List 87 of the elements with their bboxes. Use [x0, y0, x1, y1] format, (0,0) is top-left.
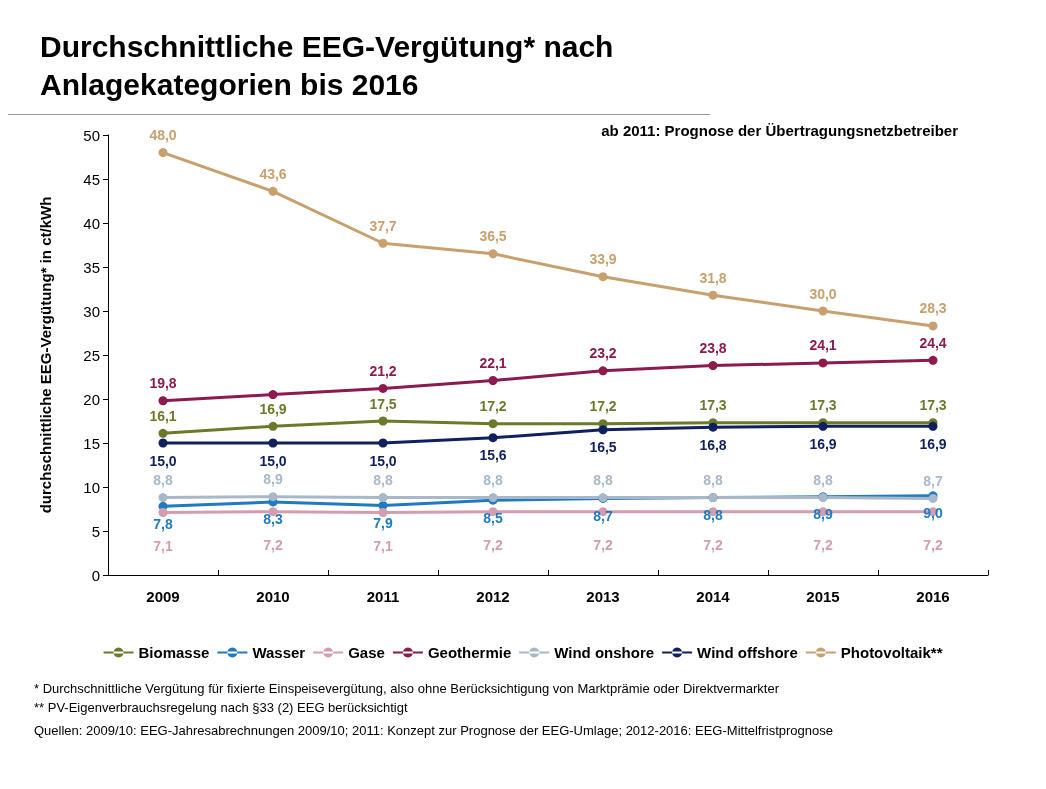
data-label: 16,9	[259, 400, 287, 417]
data-label: 17,3	[809, 397, 837, 414]
y-tick-label: 0	[91, 566, 100, 584]
data-label: 37,7	[369, 217, 397, 234]
chart-title: Durchschnittliche EEG-Vergütung* nach Anlagekategorien bis 2016	[8, 8, 710, 115]
data-label: 8,9	[263, 471, 283, 488]
data-label: 8,8	[703, 472, 723, 489]
data-label: 23,8	[699, 340, 727, 357]
data-label: 17,2	[589, 398, 617, 415]
data-label: 7,9	[373, 514, 393, 531]
data-label: 8,3	[263, 511, 283, 528]
data-label: 8,7	[923, 472, 943, 489]
data-label: 8,8	[373, 472, 393, 489]
data-label: 8,7	[593, 507, 613, 524]
data-label: 7,1	[153, 538, 173, 555]
data-label: 16,9	[809, 435, 837, 452]
data-label: 17,2	[479, 398, 507, 415]
legend-label: Wind offshore	[697, 644, 798, 661]
x-tick-label: 2016	[916, 588, 950, 605]
y-tick-label: 25	[83, 346, 100, 364]
data-label: 9,0	[923, 505, 943, 522]
text: * Durchschnittliche Vergütung für fixierte Einspeisevergütung, also ohne Berücksichtigung von Marktprämie oder Direktvermarkter	[34, 680, 780, 698]
text: ** PV-Eigenverbrauchsregelung nach §33 (2) EEG berücksichtigt	[34, 699, 409, 717]
data-label: 16,1	[149, 407, 177, 424]
data-label: 15,0	[259, 452, 287, 469]
y-tick-label: 45	[83, 170, 100, 188]
y-tick-label: 5	[91, 522, 100, 540]
data-label: 15,6	[479, 447, 507, 464]
data-label: 7,2	[263, 537, 283, 554]
data-label: 15,0	[369, 452, 397, 469]
data-label: 8,5	[483, 509, 503, 526]
y-tick-label: 20	[83, 390, 100, 408]
legend-label: Biomasse	[138, 644, 210, 661]
legend-label: Wind onshore	[554, 644, 655, 661]
data-label: 22,1	[479, 355, 507, 372]
data-label: 16,8	[699, 436, 727, 453]
data-label: 24,1	[809, 337, 837, 354]
y-tick-label: 50	[83, 126, 100, 144]
y-tick-label: 30	[83, 302, 100, 320]
data-label: 33,9	[589, 251, 617, 268]
data-label: 16,9	[919, 435, 947, 452]
x-tick-label: 2011	[366, 588, 400, 605]
data-label: 8,8	[813, 472, 833, 489]
y-tick-label: 40	[83, 214, 100, 232]
data-label: 8,9	[813, 506, 833, 523]
x-tick-label: 2012	[476, 588, 510, 605]
data-label: 48,0	[149, 127, 177, 144]
legend-label: Wasser	[252, 644, 306, 661]
x-tick-label: 2013	[586, 588, 620, 605]
data-label: 17,5	[369, 395, 397, 412]
data-label: 24,4	[919, 334, 947, 351]
data-label: 15,0	[149, 452, 177, 469]
data-label: 7,2	[923, 537, 943, 554]
x-tick-label: 2009	[146, 588, 180, 605]
y-tick-label: 10	[83, 478, 100, 496]
x-tick-label: 2015	[806, 588, 840, 605]
annotation: ab 2011: Prognose der Übertragungsnetzbetreiber	[601, 122, 959, 139]
y-tick-label: 15	[83, 434, 100, 452]
data-label: 36,5	[479, 228, 507, 245]
data-label: 31,8	[699, 269, 727, 286]
data-label: 30,0	[809, 285, 837, 302]
data-label: 8,8	[483, 472, 503, 489]
data-label: 7,8	[153, 515, 173, 532]
data-label: 8,8	[703, 507, 723, 524]
x-tick-label: 2010	[256, 588, 290, 605]
data-label: 7,2	[593, 537, 613, 554]
y-axis-title: durchschnittliche EEG-Vergütung* in ct/kWh	[37, 196, 54, 514]
x-tick-label: 2014	[696, 588, 731, 605]
legend-label: Gase	[348, 644, 385, 661]
data-label: 8,8	[153, 472, 173, 489]
data-label: 7,2	[703, 537, 723, 554]
data-label: 28,3	[919, 300, 947, 317]
data-label: 16,5	[589, 439, 617, 456]
data-label: 7,2	[813, 537, 833, 554]
legend-label: Photovoltaik**	[840, 644, 943, 661]
data-label: 23,2	[589, 345, 617, 362]
data-label: 19,8	[149, 375, 177, 392]
data-label: 8,8	[593, 472, 613, 489]
data-label: 7,2	[483, 537, 503, 554]
source-note: Quellen: 2009/10: EEG-Jahresabrechnungen 2009/10; 2011: Konzept zur Prognose der EEG-Umlage; 2012-2016: EEG-Mittelfristprognose	[34, 722, 835, 740]
data-label: 43,6	[259, 165, 287, 182]
data-label: 17,3	[919, 397, 947, 414]
data-label: 7,1	[373, 538, 393, 555]
data-label: 21,2	[369, 362, 397, 379]
data-label: 17,3	[699, 397, 727, 414]
y-tick-label: 35	[83, 258, 100, 276]
legend-label: Geothermie	[427, 644, 512, 661]
